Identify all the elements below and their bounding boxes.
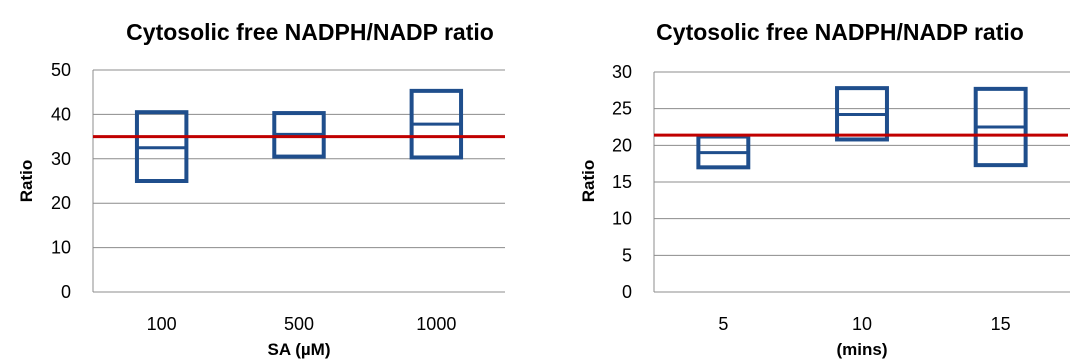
y-tick-label: 10 — [51, 238, 71, 258]
chart-title: Cytosolic free NADPH/NADP ratio — [656, 19, 1024, 45]
x-axis-label: SA (µM) — [268, 340, 331, 359]
y-tick-label: 15 — [612, 172, 632, 192]
x-tick-label: 1000 — [416, 314, 456, 334]
y-tick-label: 30 — [612, 62, 632, 82]
x-tick-label: 15 — [991, 314, 1011, 334]
x-tick-label: 500 — [284, 314, 314, 334]
y-tick-label: 5 — [622, 245, 632, 265]
chart-time: Cytosolic free NADPH/NADP ratio Ratio (m… — [579, 19, 1070, 359]
y-tick-label: 20 — [51, 193, 71, 213]
y-axis-label: Ratio — [17, 160, 36, 203]
chart-sa-concentration: Cytosolic free NADPH/NADP ratio Ratio SA… — [17, 19, 505, 359]
y-tick-label: 0 — [61, 282, 71, 302]
y-tick-label: 30 — [51, 149, 71, 169]
x-tick-label: 10 — [852, 314, 872, 334]
x-tick-label: 5 — [718, 314, 728, 334]
y-axis-label: Ratio — [579, 160, 598, 203]
y-tick-label: 40 — [51, 104, 71, 124]
y-tick-label: 10 — [612, 209, 632, 229]
x-axis-label: (mins) — [837, 340, 888, 359]
chart-title: Cytosolic free NADPH/NADP ratio — [126, 19, 494, 45]
y-tick-label: 50 — [51, 60, 71, 80]
x-tick-label: 100 — [147, 314, 177, 334]
y-tick-label: 20 — [612, 135, 632, 155]
y-tick-label: 0 — [622, 282, 632, 302]
y-tick-label: 25 — [612, 99, 632, 119]
